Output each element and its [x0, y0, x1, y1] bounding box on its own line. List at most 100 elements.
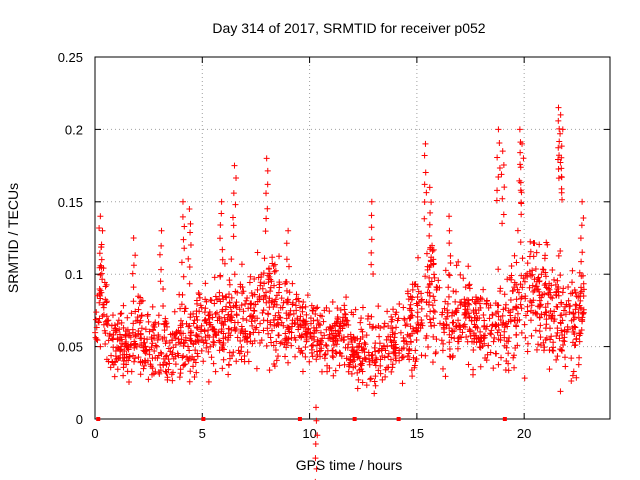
- data-point: [290, 310, 297, 317]
- axis-marker: [396, 417, 401, 421]
- data-point: [155, 331, 162, 338]
- data-point: [133, 333, 140, 340]
- data-point: [499, 148, 506, 155]
- data-point: [313, 404, 320, 411]
- data-point: [321, 332, 328, 339]
- axis-markers: [96, 417, 507, 421]
- data-point: [573, 374, 580, 381]
- data-point: [513, 259, 520, 266]
- data-point: [557, 111, 564, 118]
- data-point: [511, 364, 518, 371]
- data-point: [403, 321, 410, 328]
- data-point: [202, 296, 209, 303]
- data-point: [164, 374, 171, 381]
- data-point: [404, 331, 411, 338]
- data-point: [549, 295, 556, 302]
- data-point: [218, 320, 225, 327]
- data-point: [422, 273, 429, 280]
- data-point: [406, 347, 413, 354]
- data-point: [249, 322, 256, 329]
- data-point: [396, 347, 403, 354]
- data-point: [425, 344, 432, 351]
- data-point: [207, 343, 214, 350]
- data-point: [137, 342, 144, 349]
- data-point: [517, 161, 524, 168]
- data-point: [187, 329, 194, 336]
- data-point: [444, 307, 451, 314]
- data-point: [345, 322, 352, 329]
- data-point: [116, 331, 123, 338]
- data-point: [182, 305, 189, 312]
- data-point: [444, 300, 451, 307]
- data-point: [230, 222, 237, 229]
- data-point: [218, 198, 225, 205]
- data-point: [92, 316, 99, 323]
- data-point: [517, 149, 524, 156]
- data-point: [568, 377, 575, 384]
- data-point: [354, 385, 361, 392]
- data-point: [105, 337, 112, 344]
- data-point: [336, 349, 343, 356]
- data-point: [466, 281, 473, 288]
- data-point: [179, 198, 186, 205]
- data-point: [344, 333, 351, 340]
- data-point: [187, 220, 194, 227]
- data-point: [338, 353, 345, 360]
- data-point: [557, 388, 564, 395]
- data-point: [450, 319, 457, 326]
- data-point: [113, 355, 120, 362]
- data-point: [570, 311, 577, 318]
- data-point: [519, 255, 526, 262]
- data-point: [556, 138, 563, 145]
- data-point: [96, 250, 103, 257]
- data-point: [241, 353, 248, 360]
- data-point: [313, 356, 320, 363]
- data-point: [460, 323, 467, 330]
- data-point: [142, 350, 149, 357]
- data-point: [557, 159, 564, 166]
- data-point: [341, 306, 348, 313]
- data-point: [321, 307, 328, 314]
- data-point: [513, 331, 520, 338]
- data-point: [219, 246, 226, 253]
- data-point: [524, 340, 531, 347]
- data-point: [473, 336, 480, 343]
- data-point: [524, 273, 531, 280]
- data-point: [318, 368, 325, 375]
- data-point: [407, 301, 414, 308]
- data-point: [376, 333, 383, 340]
- data-point: [412, 281, 419, 288]
- data-point: [247, 273, 254, 280]
- data-point: [576, 332, 583, 339]
- data-point: [187, 314, 194, 321]
- data-point: [573, 302, 580, 309]
- data-point: [559, 196, 566, 203]
- data-point: [446, 325, 453, 332]
- data-point: [145, 376, 152, 383]
- data-point: [511, 252, 518, 259]
- data-point: [268, 327, 275, 334]
- data-point: [541, 290, 548, 297]
- data-point: [528, 307, 535, 314]
- data-point: [130, 298, 137, 305]
- data-point: [400, 304, 407, 311]
- data-point: [130, 262, 137, 269]
- axis-marker: [96, 417, 101, 421]
- data-point: [298, 347, 305, 354]
- data-point: [272, 346, 279, 353]
- data-point: [158, 227, 165, 234]
- data-point: [130, 235, 137, 241]
- data-point: [125, 379, 132, 386]
- data-point: [333, 350, 340, 357]
- data-point: [241, 336, 248, 343]
- data-point: [548, 282, 555, 289]
- data-point: [495, 174, 502, 180]
- data-point: [576, 269, 583, 276]
- data-point: [312, 455, 319, 462]
- data-point: [505, 307, 512, 314]
- data-point: [558, 327, 565, 334]
- data-point: [249, 314, 256, 321]
- data-point: [447, 252, 454, 259]
- data-point: [517, 164, 524, 171]
- data-point: [231, 271, 238, 278]
